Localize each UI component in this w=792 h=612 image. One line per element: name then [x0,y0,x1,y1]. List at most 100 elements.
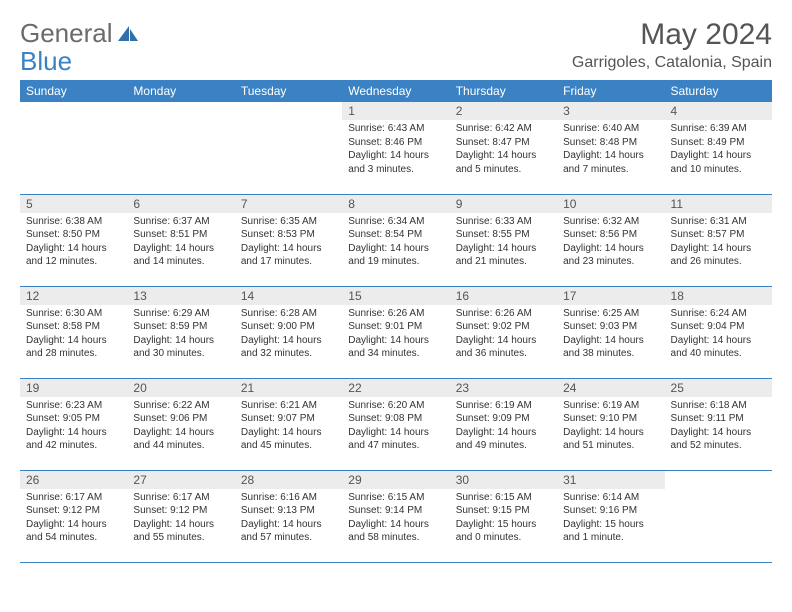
calendar-cell: 12Sunrise: 6:30 AMSunset: 8:58 PMDayligh… [20,286,127,378]
title-block: May 2024 Garrigoles, Catalonia, Spain [572,18,772,72]
day-number: 4 [665,102,772,120]
calendar-cell [20,102,127,194]
calendar-cell: 2Sunrise: 6:42 AMSunset: 8:47 PMDaylight… [450,102,557,194]
day-number: 18 [665,287,772,305]
day-data: Sunrise: 6:28 AMSunset: 9:00 PMDaylight:… [235,305,342,365]
day-data: Sunrise: 6:14 AMSunset: 9:16 PMDaylight:… [557,489,664,549]
calendar-cell: 22Sunrise: 6:20 AMSunset: 9:08 PMDayligh… [342,378,449,470]
day-number: 7 [235,195,342,213]
day-data: Sunrise: 6:32 AMSunset: 8:56 PMDaylight:… [557,213,664,273]
day-number: 19 [20,379,127,397]
calendar-row: 1Sunrise: 6:43 AMSunset: 8:46 PMDaylight… [20,102,772,194]
day-data: Sunrise: 6:24 AMSunset: 9:04 PMDaylight:… [665,305,772,365]
calendar-table: SundayMondayTuesdayWednesdayThursdayFrid… [20,80,772,563]
day-data: Sunrise: 6:15 AMSunset: 9:14 PMDaylight:… [342,489,449,549]
calendar-cell: 18Sunrise: 6:24 AMSunset: 9:04 PMDayligh… [665,286,772,378]
calendar-body: 1Sunrise: 6:43 AMSunset: 8:46 PMDaylight… [20,102,772,562]
weekday-header: Friday [557,80,664,102]
day-number: 16 [450,287,557,305]
calendar-cell: 23Sunrise: 6:19 AMSunset: 9:09 PMDayligh… [450,378,557,470]
day-number: 22 [342,379,449,397]
calendar-cell: 9Sunrise: 6:33 AMSunset: 8:55 PMDaylight… [450,194,557,286]
calendar-cell: 10Sunrise: 6:32 AMSunset: 8:56 PMDayligh… [557,194,664,286]
day-number: 24 [557,379,664,397]
day-data: Sunrise: 6:25 AMSunset: 9:03 PMDaylight:… [557,305,664,365]
day-data: Sunrise: 6:17 AMSunset: 9:12 PMDaylight:… [20,489,127,549]
day-number: 17 [557,287,664,305]
day-data: Sunrise: 6:17 AMSunset: 9:12 PMDaylight:… [127,489,234,549]
day-number: 30 [450,471,557,489]
day-data: Sunrise: 6:16 AMSunset: 9:13 PMDaylight:… [235,489,342,549]
calendar-cell: 20Sunrise: 6:22 AMSunset: 9:06 PMDayligh… [127,378,234,470]
calendar-cell: 24Sunrise: 6:19 AMSunset: 9:10 PMDayligh… [557,378,664,470]
calendar-cell: 26Sunrise: 6:17 AMSunset: 9:12 PMDayligh… [20,470,127,562]
day-number: 20 [127,379,234,397]
day-number: 26 [20,471,127,489]
day-number: 9 [450,195,557,213]
calendar-cell [127,102,234,194]
day-number: 13 [127,287,234,305]
day-data: Sunrise: 6:26 AMSunset: 9:01 PMDaylight:… [342,305,449,365]
day-data: Sunrise: 6:43 AMSunset: 8:46 PMDaylight:… [342,120,449,180]
day-number: 21 [235,379,342,397]
day-data: Sunrise: 6:20 AMSunset: 9:08 PMDaylight:… [342,397,449,457]
day-number: 12 [20,287,127,305]
logo-sail-icon [117,24,139,44]
location: Garrigoles, Catalonia, Spain [572,54,772,72]
day-number: 5 [20,195,127,213]
day-number: 23 [450,379,557,397]
day-data: Sunrise: 6:31 AMSunset: 8:57 PMDaylight:… [665,213,772,273]
calendar-row: 5Sunrise: 6:38 AMSunset: 8:50 PMDaylight… [20,194,772,286]
day-number: 31 [557,471,664,489]
weekday-header: Thursday [450,80,557,102]
day-data: Sunrise: 6:23 AMSunset: 9:05 PMDaylight:… [20,397,127,457]
day-number: 25 [665,379,772,397]
calendar-cell: 5Sunrise: 6:38 AMSunset: 8:50 PMDaylight… [20,194,127,286]
calendar-row: 12Sunrise: 6:30 AMSunset: 8:58 PMDayligh… [20,286,772,378]
calendar-head: SundayMondayTuesdayWednesdayThursdayFrid… [20,80,772,102]
day-data: Sunrise: 6:22 AMSunset: 9:06 PMDaylight:… [127,397,234,457]
calendar-row: 19Sunrise: 6:23 AMSunset: 9:05 PMDayligh… [20,378,772,470]
day-number: 15 [342,287,449,305]
logo: General [20,18,139,49]
day-number: 14 [235,287,342,305]
day-number: 27 [127,471,234,489]
day-number: 6 [127,195,234,213]
calendar-cell: 6Sunrise: 6:37 AMSunset: 8:51 PMDaylight… [127,194,234,286]
calendar-cell: 29Sunrise: 6:15 AMSunset: 9:14 PMDayligh… [342,470,449,562]
day-data: Sunrise: 6:34 AMSunset: 8:54 PMDaylight:… [342,213,449,273]
day-data: Sunrise: 6:18 AMSunset: 9:11 PMDaylight:… [665,397,772,457]
calendar-cell: 27Sunrise: 6:17 AMSunset: 9:12 PMDayligh… [127,470,234,562]
calendar-row: 26Sunrise: 6:17 AMSunset: 9:12 PMDayligh… [20,470,772,562]
logo-text-1: General [20,18,113,49]
day-data: Sunrise: 6:39 AMSunset: 8:49 PMDaylight:… [665,120,772,180]
day-data: Sunrise: 6:30 AMSunset: 8:58 PMDaylight:… [20,305,127,365]
calendar-cell: 8Sunrise: 6:34 AMSunset: 8:54 PMDaylight… [342,194,449,286]
calendar-cell: 7Sunrise: 6:35 AMSunset: 8:53 PMDaylight… [235,194,342,286]
calendar-cell: 4Sunrise: 6:39 AMSunset: 8:49 PMDaylight… [665,102,772,194]
calendar-cell: 31Sunrise: 6:14 AMSunset: 9:16 PMDayligh… [557,470,664,562]
weekday-header: Sunday [20,80,127,102]
day-data: Sunrise: 6:42 AMSunset: 8:47 PMDaylight:… [450,120,557,180]
calendar-cell: 16Sunrise: 6:26 AMSunset: 9:02 PMDayligh… [450,286,557,378]
calendar-cell: 21Sunrise: 6:21 AMSunset: 9:07 PMDayligh… [235,378,342,470]
day-data: Sunrise: 6:38 AMSunset: 8:50 PMDaylight:… [20,213,127,273]
day-number: 8 [342,195,449,213]
day-data: Sunrise: 6:21 AMSunset: 9:07 PMDaylight:… [235,397,342,457]
calendar-cell [235,102,342,194]
day-data: Sunrise: 6:40 AMSunset: 8:48 PMDaylight:… [557,120,664,180]
day-number: 3 [557,102,664,120]
calendar-cell: 28Sunrise: 6:16 AMSunset: 9:13 PMDayligh… [235,470,342,562]
day-data: Sunrise: 6:29 AMSunset: 8:59 PMDaylight:… [127,305,234,365]
calendar-cell [665,470,772,562]
header: General May 2024 Garrigoles, Catalonia, … [20,18,772,72]
day-number: 10 [557,195,664,213]
calendar-cell: 14Sunrise: 6:28 AMSunset: 9:00 PMDayligh… [235,286,342,378]
day-number: 1 [342,102,449,120]
weekday-header: Monday [127,80,234,102]
calendar-cell: 30Sunrise: 6:15 AMSunset: 9:15 PMDayligh… [450,470,557,562]
calendar-cell: 3Sunrise: 6:40 AMSunset: 8:48 PMDaylight… [557,102,664,194]
weekday-header: Saturday [665,80,772,102]
day-data: Sunrise: 6:15 AMSunset: 9:15 PMDaylight:… [450,489,557,549]
calendar-cell: 1Sunrise: 6:43 AMSunset: 8:46 PMDaylight… [342,102,449,194]
